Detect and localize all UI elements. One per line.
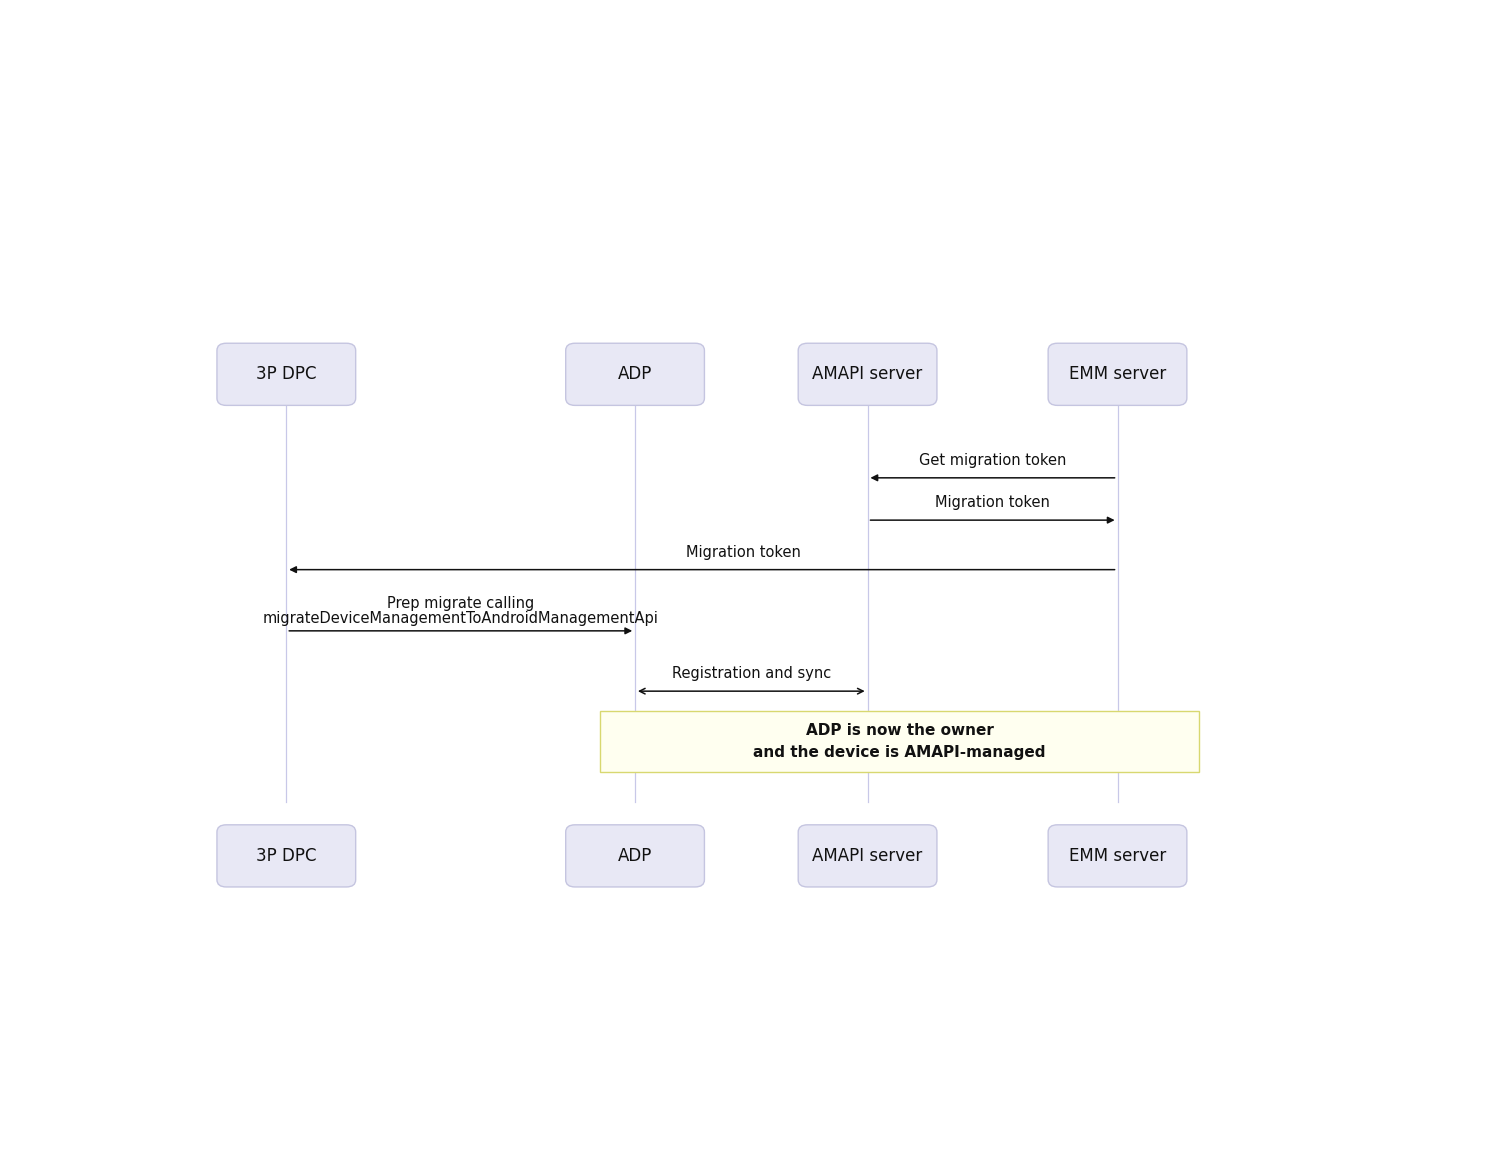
FancyBboxPatch shape (798, 825, 938, 887)
Text: EMM server: EMM server (1070, 846, 1166, 865)
Text: ADP: ADP (618, 846, 652, 865)
FancyBboxPatch shape (1048, 344, 1186, 406)
FancyBboxPatch shape (566, 825, 705, 887)
Text: Get migration token: Get migration token (920, 452, 1066, 468)
FancyBboxPatch shape (798, 344, 938, 406)
FancyBboxPatch shape (1048, 825, 1186, 887)
Text: Migration token: Migration token (686, 545, 801, 560)
Text: ADP is now the owner: ADP is now the owner (806, 724, 993, 739)
FancyBboxPatch shape (217, 825, 356, 887)
Text: 3P DPC: 3P DPC (256, 846, 316, 865)
Text: migrateDeviceManagementToAndroidManagementApi: migrateDeviceManagementToAndroidManageme… (262, 611, 658, 627)
Text: Prep migrate calling: Prep migrate calling (387, 596, 534, 611)
Text: Registration and sync: Registration and sync (672, 666, 831, 682)
Text: and the device is AMAPI-managed: and the device is AMAPI-managed (753, 745, 1046, 760)
Text: EMM server: EMM server (1070, 366, 1166, 383)
Text: 3P DPC: 3P DPC (256, 366, 316, 383)
Text: AMAPI server: AMAPI server (813, 846, 922, 865)
Text: Migration token: Migration token (934, 496, 1050, 510)
Text: ADP: ADP (618, 366, 652, 383)
FancyBboxPatch shape (566, 344, 705, 406)
Text: AMAPI server: AMAPI server (813, 366, 922, 383)
FancyBboxPatch shape (217, 344, 356, 406)
FancyBboxPatch shape (600, 711, 1198, 773)
